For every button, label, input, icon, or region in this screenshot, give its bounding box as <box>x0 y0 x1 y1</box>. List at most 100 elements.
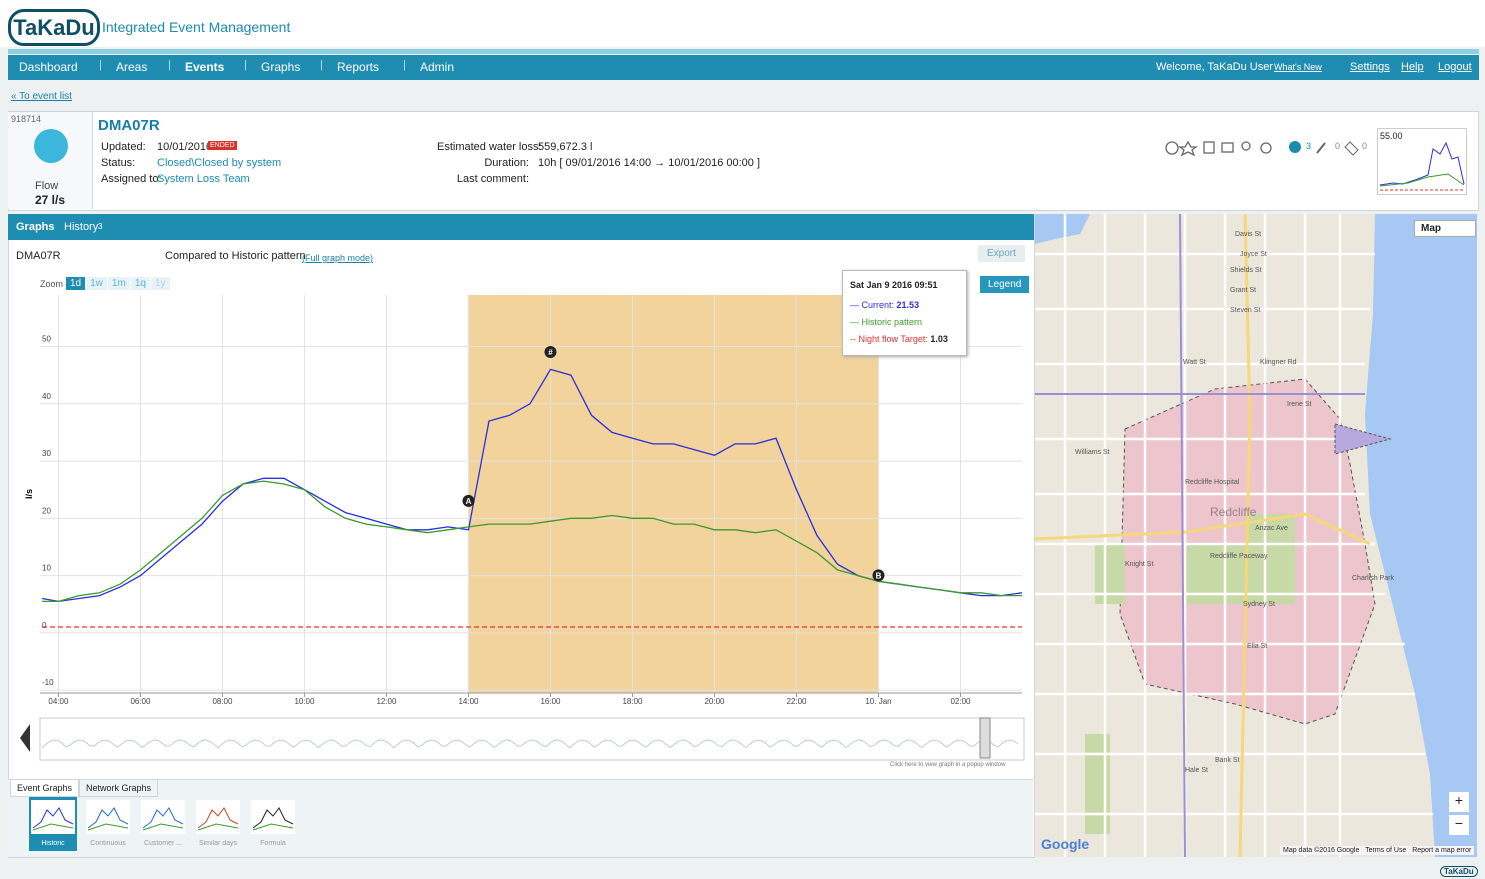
map-label: Shields St <box>1230 267 1262 274</box>
tooltip-historic: — Historic pattern <box>850 317 922 327</box>
map-label: Bank St <box>1215 757 1240 764</box>
updated-label: Updated: <box>101 141 146 153</box>
event-id: 918714 <box>11 114 41 124</box>
tab-graphs[interactable]: Graphs <box>16 221 55 233</box>
nav-sep: | <box>244 59 247 71</box>
map-label: Ella St <box>1247 643 1267 650</box>
thumb[interactable]: Historic <box>29 797 77 851</box>
nav-sep: | <box>168 59 171 71</box>
thumb-label: Customer ... <box>139 840 187 847</box>
comment-count: 3 <box>1306 141 1311 151</box>
tab-history[interactable]: History <box>64 221 98 233</box>
map-label: Sydney St <box>1243 601 1275 608</box>
map-label: Williams St <box>1075 449 1110 456</box>
map-label: Anzac Ave <box>1255 525 1288 532</box>
y-tick-label: 40 <box>42 392 51 401</box>
duration-label: Duration: <box>484 157 529 169</box>
thumb-label: Historic <box>29 840 77 847</box>
nav-right-link[interactable]: Help <box>1401 61 1424 73</box>
assigned[interactable]: System Loss Team <box>157 173 250 185</box>
popup-hint[interactable]: Click here to view graph in a popup wind… <box>890 762 1005 768</box>
map-label: Joyce St <box>1240 251 1267 258</box>
x-tick-label: 10:00 <box>294 697 315 706</box>
thumb-image <box>86 800 130 834</box>
tooltip-current: — Current: 21.53 <box>850 300 919 310</box>
flow-label: Flow <box>35 180 58 192</box>
thumb[interactable]: Formula <box>249 797 297 851</box>
tooltip: Sat Jan 9 2016 09:51 — Current: 21.53 — … <box>842 270 967 356</box>
zoom-in[interactable]: + <box>1449 792 1469 812</box>
map-label: Redcliffe <box>1210 505 1257 519</box>
tooltip-current-label: Current: <box>862 300 895 310</box>
map-type-button[interactable]: Map <box>1414 220 1476 237</box>
nav-accent <box>8 49 1479 54</box>
nav-link[interactable]: Reports <box>337 60 379 74</box>
whats-new[interactable]: What's New <box>1274 62 1322 72</box>
thumb[interactable]: Continuous <box>84 797 132 851</box>
thumb[interactable]: Customer ... <box>139 797 187 851</box>
map-label: Irene St <box>1287 401 1312 408</box>
nav-link[interactable]: Admin <box>420 60 454 74</box>
bottom-tab[interactable]: Network Graphs <box>79 779 158 797</box>
status-badge: ENDED <box>208 141 237 150</box>
flow-icon <box>34 129 68 163</box>
x-tick-label: 10. Jan <box>865 697 891 706</box>
annotation-label: B <box>876 571 882 580</box>
nav-link[interactable]: Graphs <box>261 60 300 74</box>
updated: 10/01/2016 <box>157 141 212 153</box>
x-tick-label: 22:00 <box>786 697 807 706</box>
bottom-tab[interactable]: Event Graphs <box>10 779 79 797</box>
navigator-handle <box>980 718 990 758</box>
panel-title: DMA07R <box>16 250 61 262</box>
navigator <box>40 718 1024 760</box>
thumb-image <box>141 800 185 834</box>
nav-sep: | <box>99 59 102 71</box>
report[interactable]: Report a map error <box>1412 847 1471 854</box>
footer-logo: TaKaDu <box>1440 866 1478 877</box>
x-tick-label: 18:00 <box>622 697 643 706</box>
x-tick-label: 16:00 <box>540 697 561 706</box>
map-label: Hale St <box>1185 767 1208 774</box>
map-label: Charlish Park <box>1352 575 1395 582</box>
x-tick-label: 02:00 <box>950 697 971 706</box>
page: TaKaDu Integrated Event Management Dashb… <box>0 0 1485 879</box>
thumb[interactable]: Similar days <box>194 797 242 851</box>
back-link[interactable]: « To event list <box>11 91 72 102</box>
x-tick-label: 06:00 <box>130 697 151 706</box>
x-tick-label: 08:00 <box>212 697 233 706</box>
export-button[interactable]: Export <box>978 245 1025 262</box>
nav-link[interactable]: Areas <box>116 60 147 74</box>
welcome: Welcome, TaKaDu User <box>1156 61 1273 73</box>
thumb-image <box>196 800 240 834</box>
nav-link[interactable]: Dashboard <box>19 60 78 74</box>
map-label: Grant St <box>1230 287 1256 294</box>
map-label: Steven St <box>1230 307 1260 314</box>
event-name: DMA07R <box>98 117 160 134</box>
thumb-image <box>31 800 75 834</box>
history-count: 3 <box>98 222 102 231</box>
status-label: Status: <box>101 157 135 169</box>
panel-subtitle: Compared to Historic pattern <box>165 250 306 262</box>
duration: 10h [ 09/01/2016 14:00 → 10/01/2016 00:0… <box>538 157 760 169</box>
logo[interactable]: TaKaDu <box>8 9 100 46</box>
thumbnail-label: 55.00 <box>1380 131 1403 141</box>
map-label: Klingner Rd <box>1260 359 1297 366</box>
y-tick-label: 50 <box>42 335 51 344</box>
annotation-label: A <box>466 497 472 506</box>
nav-sep: | <box>403 59 406 71</box>
tooltip-target: -- Night flow Target: 1.03 <box>850 334 948 344</box>
nav-link[interactable]: Events <box>185 60 224 74</box>
flow-value: 27 l/s <box>35 193 65 207</box>
terms[interactable]: Terms of Use <box>1365 847 1406 854</box>
tooltip-target-label: Night flow Target: <box>859 334 928 344</box>
map-label: Knight St <box>1125 561 1153 568</box>
nav-right-link[interactable]: Logout <box>1438 61 1472 73</box>
zoom-out[interactable]: − <box>1449 815 1469 835</box>
attachment-count: 0 <box>1335 141 1340 151</box>
x-tick-label: 20:00 <box>704 697 725 706</box>
nav-bar: Dashboard|Areas|Events|Graphs|Reports|Ad… <box>8 55 1479 80</box>
thumb-label: Similar days <box>194 840 242 847</box>
google-logo: Google <box>1041 836 1089 852</box>
nav-right-link[interactable]: Settings <box>1350 61 1390 73</box>
